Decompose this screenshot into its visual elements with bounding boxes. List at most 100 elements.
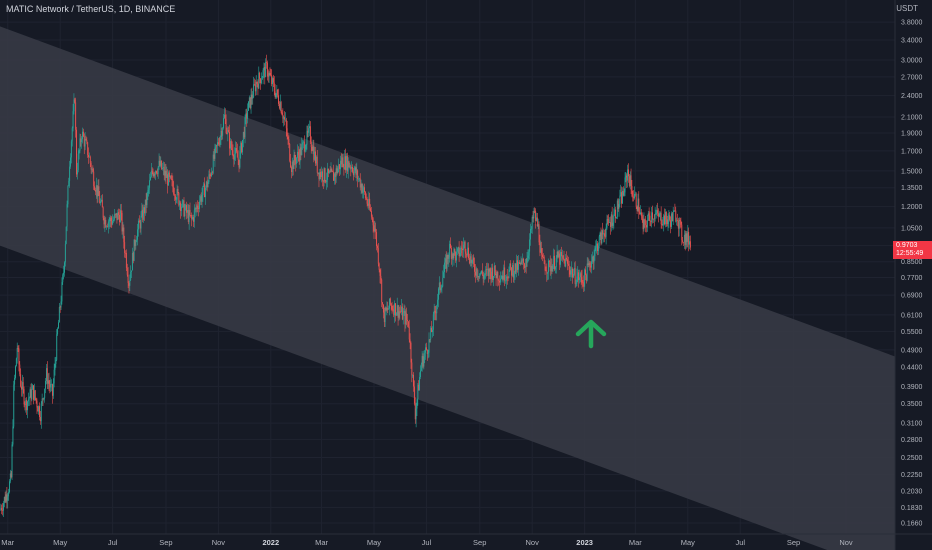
candle-body — [259, 72, 261, 79]
candle-body — [49, 383, 51, 388]
y-tick-label: 1.2000 — [901, 204, 923, 211]
candle-body — [95, 185, 97, 192]
candle-body — [473, 257, 475, 264]
candle-body — [109, 217, 111, 222]
candle-body — [595, 245, 597, 248]
candle-body — [179, 202, 181, 206]
candle-body — [686, 233, 688, 242]
candle-body — [649, 215, 651, 221]
candle-body — [145, 199, 147, 206]
candle-body — [41, 398, 43, 404]
candle-body — [5, 494, 7, 502]
time-axis[interactable]: Mar May Jul Sep Nov 2022 Mar May Jul Sep Nov 2023 Ma… — [1, 538, 853, 547]
candle-body — [388, 308, 390, 310]
candle-body — [645, 220, 647, 226]
candle-body — [484, 274, 486, 276]
candle-body — [178, 192, 180, 206]
candle-body — [619, 195, 621, 205]
x-tick-label: Nov — [212, 538, 226, 547]
candle-body — [273, 82, 275, 92]
candle-body — [426, 349, 428, 354]
candle-body — [663, 215, 665, 225]
candle-body — [306, 130, 308, 145]
candle-body — [689, 241, 690, 245]
chart-title[interactable]: MATIC Network / TetherUS, 1D, BINANCE — [6, 4, 176, 14]
candle-body — [407, 319, 408, 322]
candle-body — [229, 141, 231, 149]
price-axis[interactable]: 3.8000 3.4000 3.0000 2.7000 2.4000 2.1000 1.90… — [901, 20, 923, 528]
candle-body — [646, 225, 647, 228]
candle-body — [442, 277, 444, 287]
candle-body — [314, 151, 316, 160]
candle-body — [674, 210, 676, 212]
candle-body — [614, 209, 616, 215]
candle-body — [216, 145, 218, 146]
candle-body — [195, 208, 197, 210]
candle-body — [644, 219, 646, 221]
candle-body — [27, 399, 29, 402]
candle-body — [143, 207, 145, 220]
candle-body — [39, 416, 41, 422]
candle-body — [370, 211, 372, 217]
candle-body — [170, 176, 172, 180]
candle-body — [250, 94, 252, 109]
candle-body — [281, 112, 283, 115]
candle-body — [278, 103, 280, 109]
candle-body — [428, 339, 430, 353]
candle-body — [585, 274, 587, 281]
candle-body — [455, 252, 457, 261]
candle-body — [89, 156, 91, 164]
candle-body — [101, 199, 103, 208]
candle-body — [329, 171, 331, 173]
candle-body — [437, 299, 439, 306]
candle-body — [45, 368, 47, 382]
candle-body — [648, 213, 650, 216]
candle-body — [522, 258, 524, 262]
candle-body — [264, 66, 266, 78]
candle-body — [615, 209, 617, 219]
candle-body — [594, 247, 596, 257]
candle-body — [526, 258, 528, 267]
candle-body — [528, 251, 530, 256]
candle-body — [621, 192, 623, 204]
candle-body — [534, 210, 536, 212]
candle-body — [274, 91, 276, 98]
candle-body — [201, 195, 203, 202]
candle-body — [331, 168, 333, 172]
candle-body — [1, 508, 3, 511]
y-tick-label: 3.8000 — [901, 20, 923, 27]
y-tick-label: 0.4900 — [901, 347, 923, 354]
candle-body — [355, 167, 357, 175]
candle-body — [65, 226, 67, 244]
candle-body — [402, 312, 404, 320]
candle-body — [85, 139, 87, 141]
candle-body — [157, 166, 159, 174]
candle-body — [260, 78, 261, 84]
candle-body — [70, 141, 72, 158]
candle-body — [615, 217, 617, 219]
candle-body — [501, 275, 503, 279]
candle-body — [585, 269, 586, 275]
candle-body — [168, 172, 169, 186]
candle-body — [267, 76, 269, 77]
candle-body — [286, 128, 288, 138]
candle-body — [579, 277, 580, 281]
candle-body — [288, 139, 290, 144]
candle-body — [490, 271, 492, 280]
x-tick-label: Sep — [159, 538, 172, 547]
candle-body — [14, 377, 16, 385]
candle-body — [126, 267, 128, 275]
candle-body — [197, 205, 199, 208]
candle-body — [356, 170, 358, 175]
candle-body — [56, 334, 58, 360]
candle-body — [111, 221, 113, 225]
candle-body — [165, 170, 167, 178]
candle-body — [139, 222, 141, 229]
candle-body — [369, 198, 371, 209]
candle-body — [676, 220, 678, 222]
candle-body — [617, 200, 619, 209]
candle-body — [236, 151, 238, 158]
candle-body — [447, 255, 449, 259]
candle-body — [241, 140, 243, 153]
